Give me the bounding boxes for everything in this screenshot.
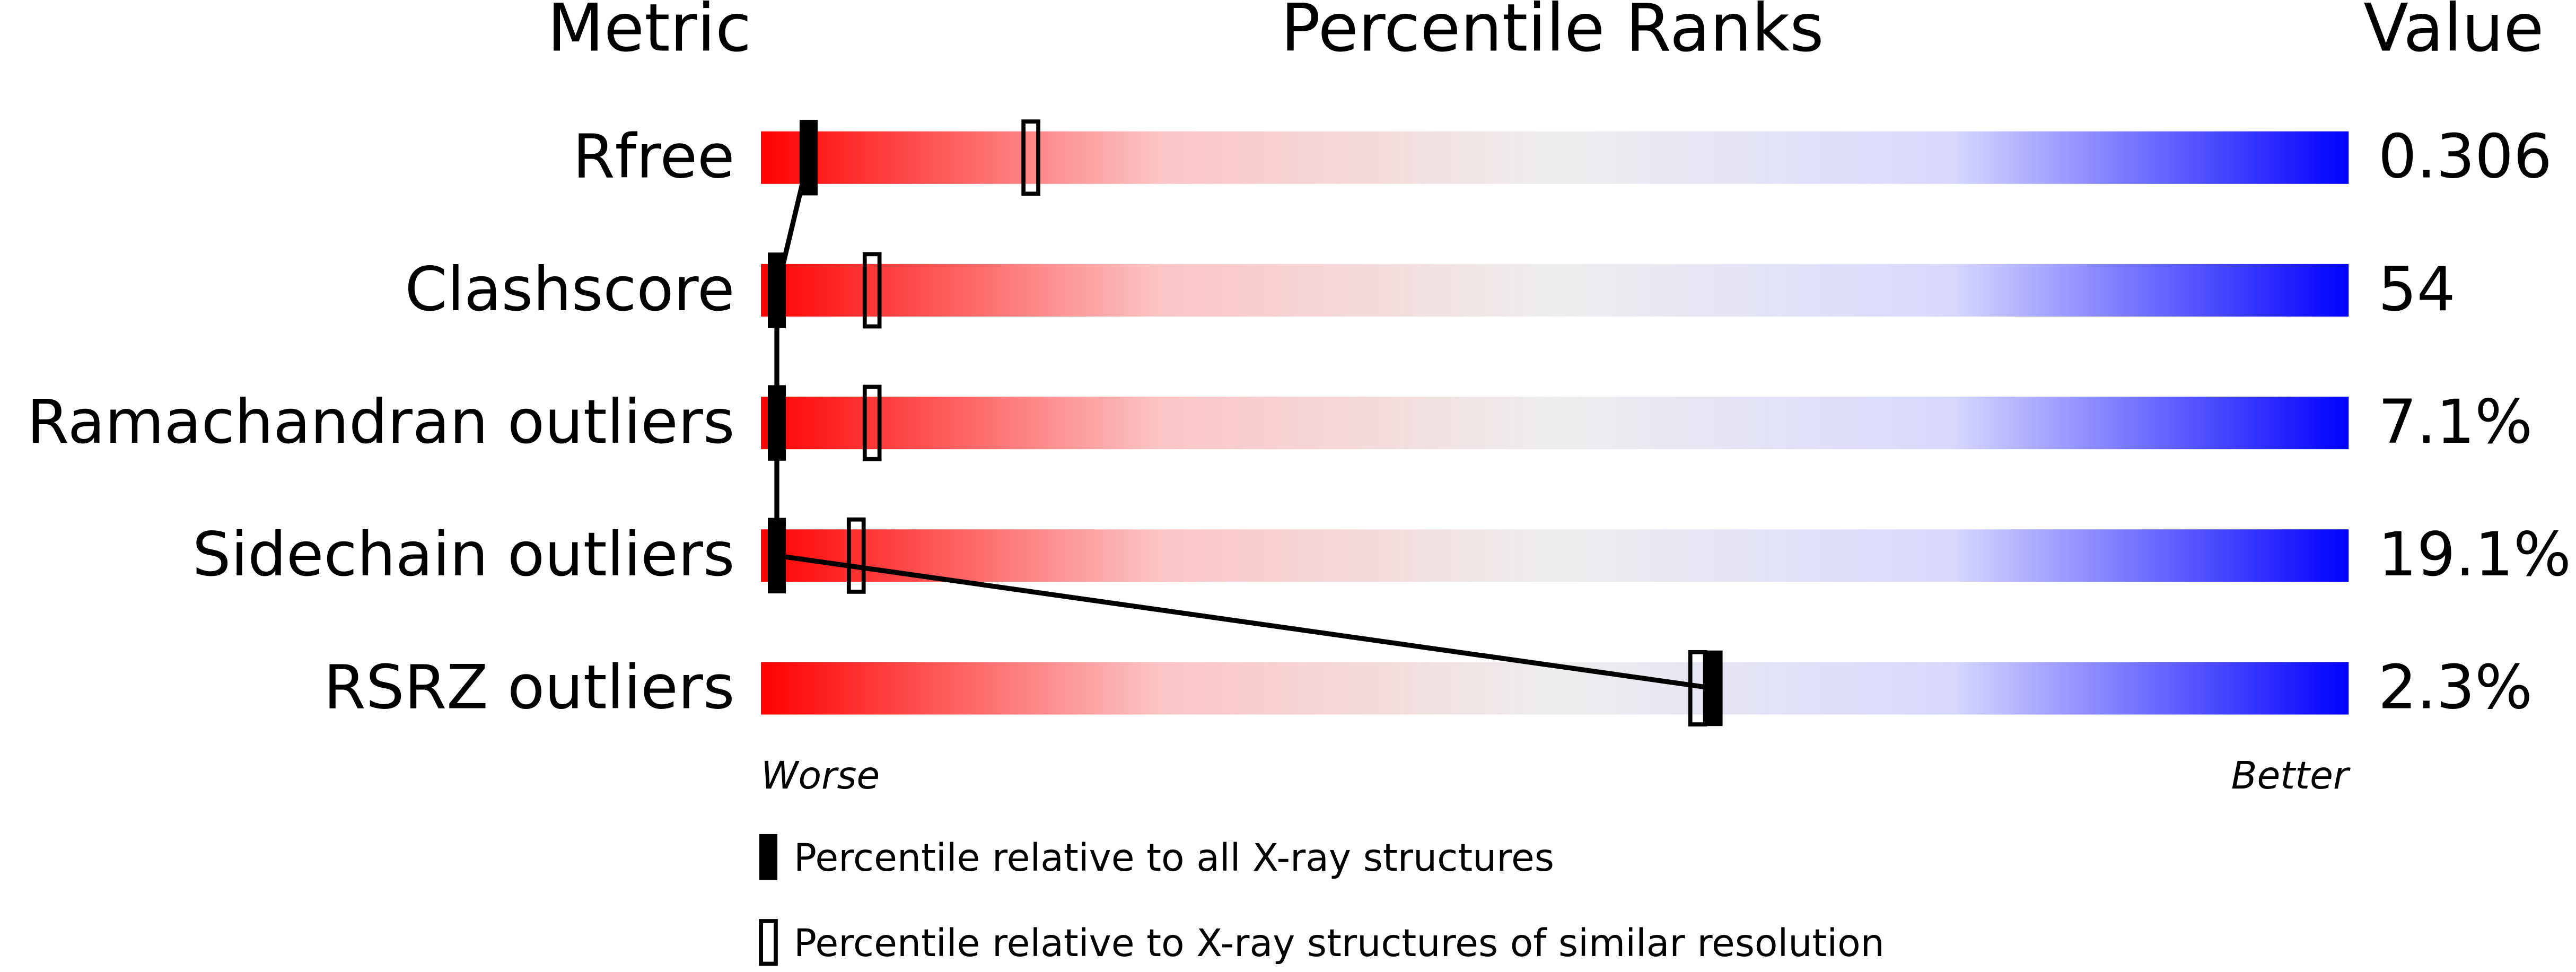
metric-label: Ramachandran outliers [27, 387, 735, 458]
metric-value: 0.306 [2378, 122, 2552, 192]
marker-filled [799, 120, 818, 196]
marker-filled [768, 385, 786, 461]
metric-label: Rfree [573, 122, 734, 192]
legend-icon [759, 834, 778, 880]
percentile-bar [761, 131, 2349, 184]
metric-value: 19.1% [2378, 520, 2571, 590]
marker-open [1021, 119, 1040, 196]
percentile-bar [761, 529, 2349, 582]
marker-open [1688, 650, 1707, 726]
x-label-low: Worse [761, 754, 880, 798]
metric-header: Metric [547, 0, 751, 67]
marker-filled [1704, 650, 1723, 726]
legend-label: Percentile relative to all X-ray structu… [794, 836, 1554, 880]
marker-filled [768, 518, 786, 593]
metric-value: 2.3% [2378, 652, 2533, 723]
percentile-bar [761, 264, 2349, 317]
legend-icon [759, 919, 778, 966]
marker-filled [768, 252, 786, 328]
metric-value: 7.1% [2378, 387, 2533, 458]
metric-label: Clashscore [405, 255, 734, 325]
marker-open [862, 252, 882, 329]
metric-label: RSRZ outliers [323, 652, 734, 723]
metric-label: Sidechain outliers [192, 520, 735, 590]
marker-open [862, 384, 882, 461]
legend-label: Percentile relative to X-ray structures … [794, 921, 1885, 965]
percentile-bar [761, 662, 2349, 715]
metric-value: 54 [2378, 255, 2456, 325]
x-label-high: Better [2231, 754, 2351, 798]
percentile-bar [761, 397, 2349, 450]
value-header: Value [2363, 0, 2544, 67]
chart-title: Percentile Ranks [1281, 0, 1824, 67]
marker-open [846, 517, 866, 594]
